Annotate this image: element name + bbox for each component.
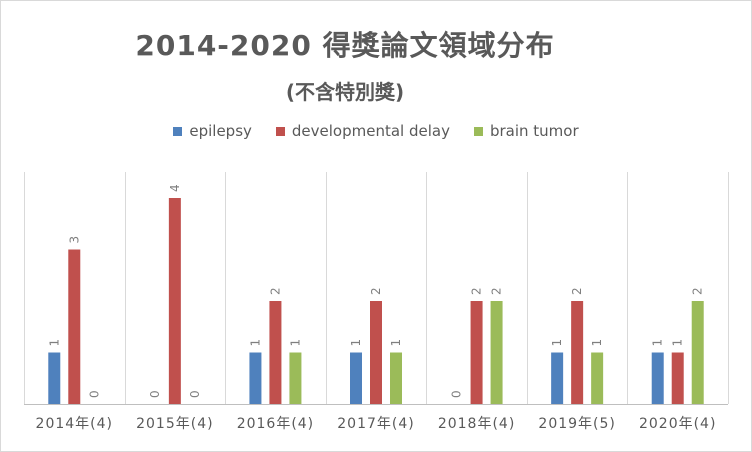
bar <box>551 352 564 404</box>
bar <box>691 301 704 404</box>
data-label: 2 <box>570 287 584 295</box>
legend-swatch-epilepsy <box>173 126 183 136</box>
bar <box>470 301 483 404</box>
data-label: 1 <box>288 339 302 347</box>
data-label: 1 <box>550 339 564 347</box>
bar <box>168 198 181 404</box>
data-label: 1 <box>248 339 262 347</box>
bar <box>490 301 503 404</box>
legend-item-brain-tumor: brain tumor <box>473 122 579 140</box>
legend-item-epilepsy: epilepsy <box>173 122 252 140</box>
data-label: 1 <box>47 339 61 347</box>
data-label: 0 <box>188 390 202 398</box>
x-tick-label: 2017年(4) <box>337 416 414 432</box>
x-tick-label: 2018年(4) <box>438 416 515 432</box>
x-tick-label: 2020年(4) <box>639 416 716 432</box>
data-label: 1 <box>349 339 363 347</box>
bar <box>269 301 282 404</box>
data-label: 2 <box>470 287 484 295</box>
chart-legend: epilepsy developmental delay brain tumor <box>0 122 752 140</box>
bar <box>591 352 604 404</box>
x-tick-label: 2015年(4) <box>136 416 213 432</box>
legend-item-developmental-delay: developmental delay <box>275 122 450 140</box>
data-label: 0 <box>450 390 464 398</box>
data-label: 2 <box>490 287 504 295</box>
legend-label-developmental-delay: developmental delay <box>291 122 450 140</box>
legend-swatch-developmental-delay <box>275 126 285 136</box>
bar <box>571 301 584 404</box>
data-label: 0 <box>148 390 162 398</box>
data-label: 1 <box>671 339 685 347</box>
x-tick-label: 2016年(4) <box>237 416 314 432</box>
bar <box>370 301 382 404</box>
x-tick-label: 2019年(5) <box>538 416 615 432</box>
x-tick-label: 2014年(4) <box>36 416 113 432</box>
data-label: 4 <box>168 184 182 192</box>
legend-label-brain-tumor: brain tumor <box>489 122 579 140</box>
legend-swatch-brain-tumor <box>473 126 483 136</box>
data-label: 1 <box>389 339 403 347</box>
data-label: 1 <box>590 339 604 347</box>
chart-title: 2014-2020 得獎論文領域分布 <box>135 29 555 62</box>
data-label: 2 <box>369 287 383 295</box>
data-label: 3 <box>67 236 81 244</box>
data-label: 2 <box>691 287 705 295</box>
data-label: 1 <box>651 339 665 347</box>
legend-label-epilepsy: epilepsy <box>189 122 252 140</box>
bar <box>68 249 81 404</box>
bar <box>671 352 684 404</box>
data-label: 0 <box>87 390 101 398</box>
data-label: 2 <box>268 287 282 295</box>
bar <box>48 352 61 404</box>
chart-subtitle: (不含特別獎) <box>285 80 405 104</box>
bar <box>651 352 664 404</box>
bar <box>390 352 402 404</box>
bar <box>249 352 262 404</box>
bar <box>289 352 302 404</box>
bar <box>350 352 362 404</box>
